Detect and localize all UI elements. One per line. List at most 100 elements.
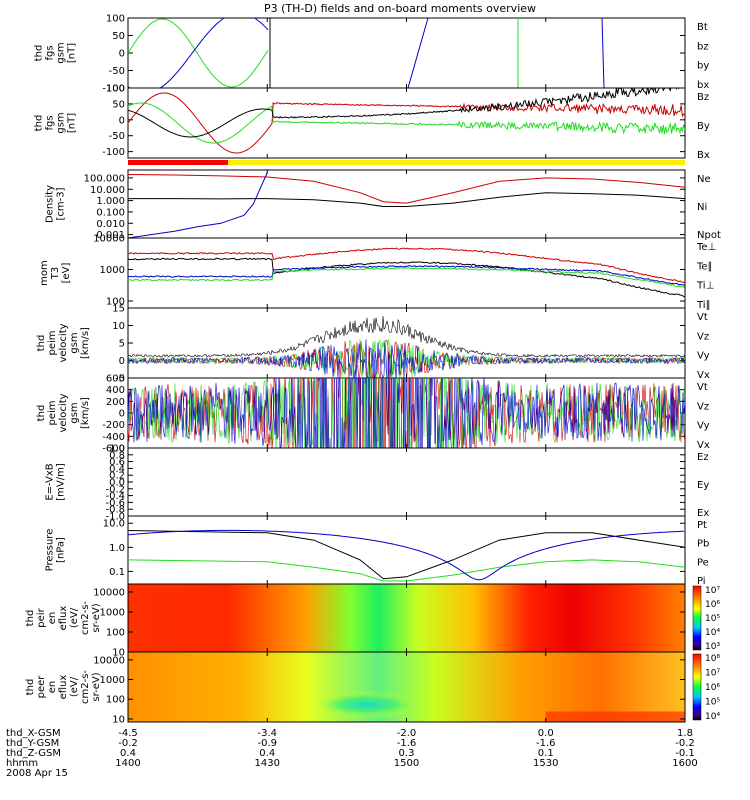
y-axis-label: sr-eV)	[91, 603, 102, 632]
colorbar-tick: 10⁶	[705, 600, 720, 610]
y-axis-label: [cm-3]	[56, 187, 67, 220]
series-Bz	[128, 92, 685, 154]
y-axis-label: sr-eV)	[91, 672, 102, 701]
y-tick-label: 0.8	[109, 450, 125, 461]
data-layer	[128, 529, 685, 582]
panel-fgs-gsm: 100 50 0 -50 -100 thd fgs gsm [nT] Bz By Bx	[34, 84, 710, 165]
ephemeris-value: -3.4	[257, 728, 277, 739]
y-tick-label: -100	[102, 147, 125, 158]
y-axis-label: thd	[36, 335, 47, 352]
data-layer	[128, 88, 685, 154]
ephemeris-value: 0.4	[259, 748, 275, 759]
y-axis-label: E=-VxB	[45, 463, 56, 500]
ephemeris-value: 1600	[672, 758, 697, 769]
y-tick-label: 10000	[93, 587, 125, 598]
series-Pi	[128, 529, 684, 581]
y-tick-label: 10000	[93, 234, 125, 245]
colorbar-tick: 10⁴	[705, 628, 720, 638]
panel-frame	[127, 515, 686, 585]
colorbar-tick: 10⁶	[705, 683, 720, 693]
legend-Ni: Ni	[697, 202, 707, 213]
y-tick-label: -0.4	[105, 491, 125, 502]
legend-Npot: Npot	[697, 230, 721, 241]
colorbar-scale	[692, 653, 702, 721]
panel-temperature: 10000 1000 100 mom T3 [eV] Te⊥ Te∥ Ti⊥ Ti∥	[39, 234, 716, 312]
y-axis-label: (eV/	[69, 607, 80, 628]
data-layer	[128, 247, 685, 298]
panel-frame	[127, 307, 686, 379]
panel-fgs-gse: 100 50 0 -50 -100 thd fgs gsm [nT] Bt bz by bx	[34, 14, 710, 95]
legend-Ex: Ex	[697, 508, 709, 519]
ephemeris-value: -0.2	[118, 738, 138, 749]
legend-Vz: Vz	[697, 331, 709, 342]
y-axis-label: peim	[47, 400, 58, 425]
y-axis-label: thd	[36, 405, 47, 422]
ephemeris-value: 1.8	[677, 728, 693, 739]
y-tick-label: 100	[106, 695, 125, 706]
y-axis-label: eflux	[58, 606, 69, 631]
panel-pressure: 10.0 1.0 0.1 Pressure [nPa] Pt Pb Pe Pi	[45, 515, 709, 587]
y-tick-label: 10	[112, 321, 125, 332]
y-axis-label: gsm	[69, 332, 80, 353]
legend-Pt: Pt	[697, 520, 707, 531]
y-tick-label: 0.1	[109, 567, 125, 578]
ephemeris-value: -1.6	[536, 738, 556, 749]
y-axis-label: [km/s]	[80, 327, 91, 359]
panel-frame	[127, 87, 686, 159]
panel-frame	[127, 447, 686, 517]
y-tick-label: 5	[119, 339, 125, 350]
y-axis-label: cm2-s-	[80, 601, 91, 635]
y-tick-label: 0.001	[96, 230, 125, 241]
y-tick-label: -400	[102, 432, 125, 443]
ephemeris-value: 1400	[115, 758, 140, 769]
ephemeris-value: 1530	[533, 758, 558, 769]
y-tick-label: 0	[119, 409, 125, 420]
colorbar: 10⁸ 10⁷ 10⁶ 10⁵ 10⁴	[692, 653, 720, 722]
ephemeris-value: 1430	[255, 758, 280, 769]
ephemeris-value: -0.9	[257, 738, 277, 749]
series-Bx	[128, 88, 685, 138]
y-tick-label: 0	[119, 356, 125, 367]
legend-Vt: Vt	[697, 382, 708, 393]
ephemeris-label: thd_X-GSM	[6, 728, 61, 739]
legend-Te⊥: Te⊥	[696, 242, 716, 253]
ephemeris-label: hhmm	[6, 758, 38, 769]
y-axis-label: thd	[34, 45, 45, 62]
y-axis-label: gsm	[69, 402, 80, 423]
y-tick-label: 0.6	[109, 457, 125, 468]
panel-electron-velocity: 15 10 5 0 -5 thd peim velocity gsm [km/s] Vt Vz Vy Vx	[36, 304, 710, 385]
legend-Bx: Bx	[697, 150, 710, 161]
ephemeris-value: -4.5	[118, 728, 138, 739]
y-tick-label: 0.100	[96, 207, 125, 218]
legend-Ne: Ne	[697, 174, 711, 185]
status-bar-red	[128, 160, 228, 165]
series-Vy	[128, 338, 685, 378]
y-tick-label: -0.6	[105, 498, 125, 509]
series-by	[128, 18, 269, 88]
y-axis-label: thd	[25, 610, 36, 627]
ephemeris-label: thd_Z-GSM	[6, 748, 61, 759]
y-tick-label: 0	[119, 115, 125, 126]
series-bx	[601, 18, 605, 88]
y-axis-label: peir	[36, 607, 47, 627]
legend-Vz: Vz	[697, 401, 709, 412]
legend-Vt: Vt	[697, 312, 708, 323]
y-axis-label: cm2-s-	[80, 670, 91, 704]
series-temperature	[128, 267, 685, 289]
series-Ne	[128, 174, 685, 204]
y-axis-label: gsm	[56, 112, 67, 133]
y-tick-label: 200	[106, 397, 125, 408]
y-axis-label: en	[47, 612, 58, 625]
status-bar	[128, 160, 685, 165]
series-Vz	[128, 378, 685, 448]
y-tick-label: 100.000	[84, 173, 125, 184]
legend-Ti⊥: Ti⊥	[696, 281, 714, 292]
y-axis-label: velocity	[58, 323, 69, 362]
series-bx	[407, 18, 429, 88]
spectrogram-8	[128, 584, 685, 652]
y-axis-label: (eV/	[69, 676, 80, 697]
y-tick-label: -200	[102, 420, 125, 431]
legend-By: By	[697, 121, 710, 132]
